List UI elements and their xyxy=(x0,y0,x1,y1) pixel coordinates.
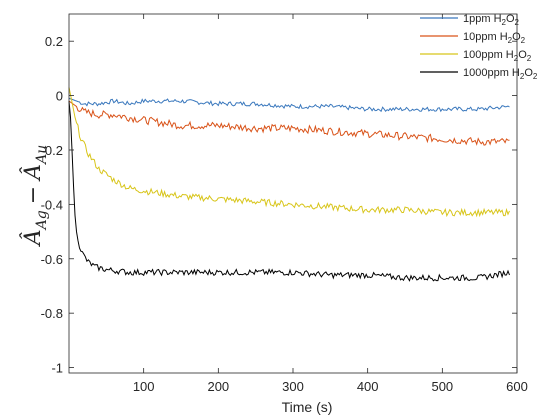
y-tick-label: 0 xyxy=(56,89,63,104)
y-axis-ticks: 0.2 0 -0.2 -0.4 -0.6 -0.8 -1 xyxy=(41,34,517,376)
y-tick-label: -0.8 xyxy=(41,306,63,321)
y-tick-label: -0.6 xyxy=(41,252,63,267)
legend-label: 1ppm H2O2 xyxy=(463,13,520,27)
legend-label: 100ppm H2O2 xyxy=(463,49,532,63)
x-axis-ticks: 100 200 300 400 500 600 xyxy=(133,14,528,394)
x-tick-label: 400 xyxy=(357,379,379,394)
legend-label: 1000ppm H2O2 xyxy=(463,67,538,81)
series-line-4 xyxy=(68,100,510,282)
x-tick-label: 600 xyxy=(506,379,528,394)
legend-label: 10ppm H2O2 xyxy=(463,31,526,45)
y-tick-label: 0.2 xyxy=(45,34,63,49)
series-line-3 xyxy=(68,87,510,218)
y-tick-label: -0.4 xyxy=(41,197,63,212)
y-axis-title: ÂAg−ÂAu xyxy=(19,145,50,247)
x-tick-label: 200 xyxy=(207,379,229,394)
x-axis-title: Time (s) xyxy=(282,399,333,415)
y-tick-label: -0.2 xyxy=(41,143,63,158)
legend: 1ppm H2O2 10ppm H2O2 100ppm H2O2 1000ppm H2… xyxy=(420,13,538,81)
y-tick-label: -1 xyxy=(51,361,63,376)
svg-text:ÂAg−ÂAu: ÂAg−ÂAu xyxy=(19,145,50,247)
x-tick-label: 300 xyxy=(282,379,304,394)
series-line-2 xyxy=(68,100,510,146)
series-line-1 xyxy=(68,97,510,113)
x-tick-label: 500 xyxy=(431,379,453,394)
series-layer xyxy=(68,87,510,282)
x-tick-label: 100 xyxy=(133,379,155,394)
